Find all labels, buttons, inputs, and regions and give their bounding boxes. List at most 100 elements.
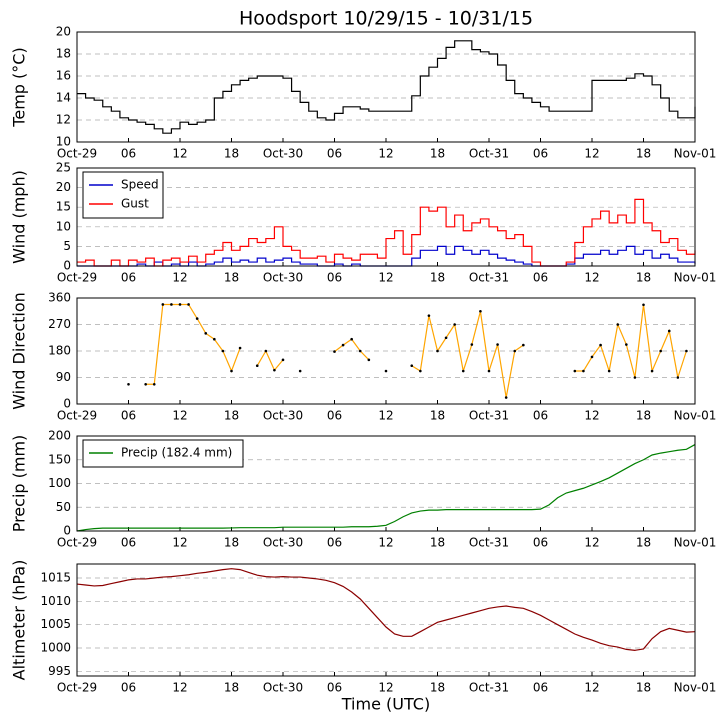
x-tick-label: 18 — [636, 271, 651, 285]
y-tick-label: 360 — [48, 291, 71, 305]
y-axis-label: Altimeter (hPa) — [10, 560, 29, 681]
x-tick-label: 06 — [533, 409, 548, 423]
x-tick-label: 12 — [172, 409, 187, 423]
x-tick-label: Oct-29 — [57, 536, 97, 550]
x-tick-label: Oct-30 — [263, 147, 303, 161]
y-tick-label: 180 — [48, 344, 71, 358]
y-tick-label: 200 — [48, 429, 71, 443]
y-tick-label: 5 — [63, 239, 71, 253]
x-tick-label: 12 — [172, 681, 187, 695]
marker — [255, 364, 259, 368]
x-tick-label: 12 — [172, 271, 187, 285]
marker — [616, 323, 620, 326]
marker — [127, 382, 130, 386]
x-tick-label: 18 — [430, 409, 445, 423]
x-tick-label: 18 — [636, 681, 651, 695]
marker — [504, 396, 508, 399]
x-tick-label: 18 — [224, 681, 239, 695]
marker — [573, 369, 577, 373]
y-tick-label: 1000 — [40, 641, 71, 655]
x-tick-label: 12 — [584, 147, 599, 161]
marker — [625, 343, 628, 346]
y-axis-label: Wind (mph) — [10, 170, 29, 264]
x-tick-label: 06 — [533, 271, 548, 285]
y-axis-label: Precip (mm) — [10, 435, 29, 533]
marker — [522, 343, 525, 347]
y-tick-label: 1010 — [40, 594, 71, 608]
x-tick-label: 12 — [172, 147, 187, 161]
y-axis-label: Temp (°C) — [10, 47, 29, 127]
marker — [170, 303, 173, 306]
x-tick-label: 18 — [430, 271, 445, 285]
marker — [685, 349, 688, 353]
marker — [659, 349, 662, 353]
plot-frame — [76, 297, 696, 405]
marker — [436, 349, 439, 353]
x-tick-label: Oct-29 — [57, 681, 97, 695]
x-tick-label: 06 — [121, 681, 136, 695]
y-tick-label: 16 — [56, 69, 71, 83]
x-tick-label: 18 — [636, 536, 651, 550]
x-tick-label: 06 — [327, 147, 342, 161]
marker — [650, 369, 654, 373]
marker — [298, 369, 302, 373]
series-line — [77, 198, 696, 267]
y-tick-label: 50 — [56, 500, 71, 514]
y-tick-label: 14 — [56, 91, 71, 105]
marker — [590, 355, 594, 359]
marker — [358, 349, 362, 353]
y-tick-label: 12 — [56, 113, 71, 127]
x-tick-label: Nov-01 — [674, 271, 717, 285]
y-tick-label: 25 — [56, 161, 71, 175]
x-tick-label: Oct-31 — [469, 681, 509, 695]
marker — [341, 343, 345, 347]
x-tick-label: 06 — [121, 147, 136, 161]
y-tick-label: 20 — [56, 25, 71, 39]
x-tick-label: Oct-29 — [57, 271, 97, 285]
x-tick-label: 12 — [584, 271, 599, 285]
y-tick-label: 10 — [56, 219, 71, 233]
y-tick-label: 18 — [56, 47, 71, 61]
marker — [213, 337, 216, 341]
marker — [444, 336, 448, 340]
x-tick-label: 18 — [224, 409, 239, 423]
x-tick-label: 12 — [378, 681, 393, 695]
marker — [178, 303, 182, 306]
x-tick-label: 18 — [636, 409, 651, 423]
x-tick-label: 06 — [121, 536, 136, 550]
y-tick-label: 0 — [63, 259, 71, 273]
marker — [230, 369, 233, 373]
x-tick-label: 12 — [172, 536, 187, 550]
x-tick-label: 18 — [430, 681, 445, 695]
marker — [273, 368, 276, 372]
marker — [281, 358, 285, 362]
y-tick-label: 270 — [48, 317, 71, 331]
series-line — [76, 444, 696, 532]
x-tick-label: 12 — [378, 271, 393, 285]
marker — [384, 369, 388, 373]
x-tick-label: 06 — [327, 681, 342, 695]
y-tick-label: 1005 — [40, 617, 71, 631]
x-tick-label: Oct-29 — [57, 147, 97, 161]
plot-frame — [76, 435, 696, 532]
x-tick-label: 06 — [533, 147, 548, 161]
marker — [487, 369, 491, 373]
x-tick-label: Nov-01 — [674, 681, 717, 695]
marker — [238, 346, 242, 350]
marker — [333, 350, 336, 353]
x-tick-label: Oct-31 — [469, 536, 509, 550]
marker — [195, 317, 199, 320]
marker — [410, 364, 414, 368]
marker — [367, 358, 371, 362]
marker — [453, 323, 456, 326]
x-tick-label: Oct-31 — [469, 147, 509, 161]
x-tick-label: Oct-31 — [469, 271, 509, 285]
x-tick-label: 06 — [533, 536, 548, 550]
marker — [582, 369, 585, 373]
legend-label: Gust — [121, 197, 149, 211]
y-tick-label: 20 — [56, 180, 71, 194]
y-tick-label: 15 — [56, 200, 71, 214]
marker — [419, 369, 422, 373]
marker — [479, 309, 482, 313]
